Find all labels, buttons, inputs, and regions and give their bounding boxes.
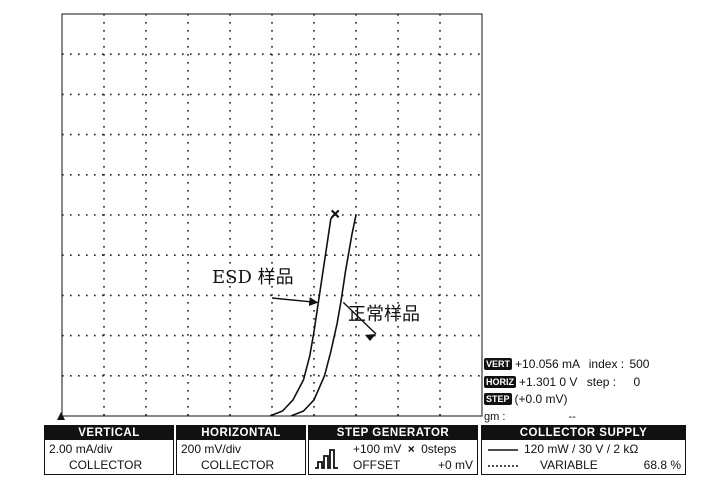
step-generator-panel: STEP GENERATOR +100 mV × 0steps OFFSET +… [308, 425, 478, 475]
solid-line-icon [488, 449, 518, 451]
vert-readout: VERT +10.056 mA index : 500 [484, 357, 649, 372]
collector-supply-title: COLLECTOR SUPPLY [482, 426, 685, 440]
gm-label: gm : [484, 411, 506, 423]
vertical-title: VERTICAL [45, 426, 173, 440]
step-offset: (+0.0 mV) [514, 392, 568, 406]
vertical-source: COLLECTOR [69, 458, 143, 472]
step-times-icon: × [407, 442, 415, 456]
series-line-2 [290, 214, 357, 417]
vertical-panel: VERTICAL 2.00 mA/div COLLECTOR [44, 425, 174, 475]
grid [62, 14, 482, 416]
vert-badge: VERT [484, 358, 513, 370]
traces [269, 209, 357, 417]
gm-readout: gm : -- [484, 410, 576, 425]
annotation-arrowhead-icon [365, 334, 376, 341]
annotation-label-2: 正常样品 [348, 304, 420, 325]
step-amp-line: +100 mV × 0steps [353, 442, 473, 457]
horizontal-scale: 200 mV/div [181, 442, 242, 456]
collector-percent: 68.8 % [643, 458, 681, 472]
collector-mode-line: VARIABLE 68.8 % [540, 458, 681, 473]
horiz-value: +1.301 0 V [519, 375, 578, 389]
horiz-badge: HORIZ [484, 376, 516, 388]
step-readout: STEP (+0.0 mV) [484, 392, 568, 407]
horiz-readout: HORIZ +1.301 0 V step : 0 [484, 375, 640, 390]
step-offset-line: OFFSET +0 mV [353, 458, 473, 473]
offset-value: +0 mV [437, 458, 473, 472]
dashed-line-icon [488, 465, 518, 467]
collector-mode: VARIABLE [540, 458, 598, 472]
annotation-arrow-2 [342, 301, 377, 335]
index-value: 500 [629, 357, 650, 371]
collector-power: 120 mW / 30 V / 2 kΩ [524, 442, 639, 456]
horizontal-title: HORIZONTAL [177, 426, 305, 440]
step-count: 0steps [421, 442, 457, 456]
step-amp: +100 mV [353, 442, 402, 456]
step-generator-title: STEP GENERATOR [309, 426, 477, 440]
collector-supply-panel: COLLECTOR SUPPLY 120 mW / 30 V / 2 kΩ VA… [481, 425, 686, 475]
index-label: index : [588, 357, 625, 371]
horizontal-panel: HORIZONTAL 200 mV/div COLLECTOR [176, 425, 306, 475]
vertical-scale: 2.00 mA/div [49, 442, 113, 456]
cursor-marker-icon [331, 209, 340, 219]
step-waveform-icon [315, 449, 338, 469]
step-label: step : [586, 375, 617, 389]
offset-label: OFFSET [353, 458, 401, 472]
vert-value: +10.056 mA [515, 357, 580, 371]
horizontal-source: COLLECTOR [201, 458, 275, 472]
annotation-arrow-1 [271, 297, 319, 307]
step-value: 0 [633, 375, 641, 389]
step-badge: STEP [484, 393, 512, 405]
series-line-1 [269, 213, 336, 417]
gm-value: -- [568, 411, 576, 423]
origin-marker-icon [57, 412, 65, 420]
annotation-label-1: ESD 样品 [212, 267, 294, 288]
